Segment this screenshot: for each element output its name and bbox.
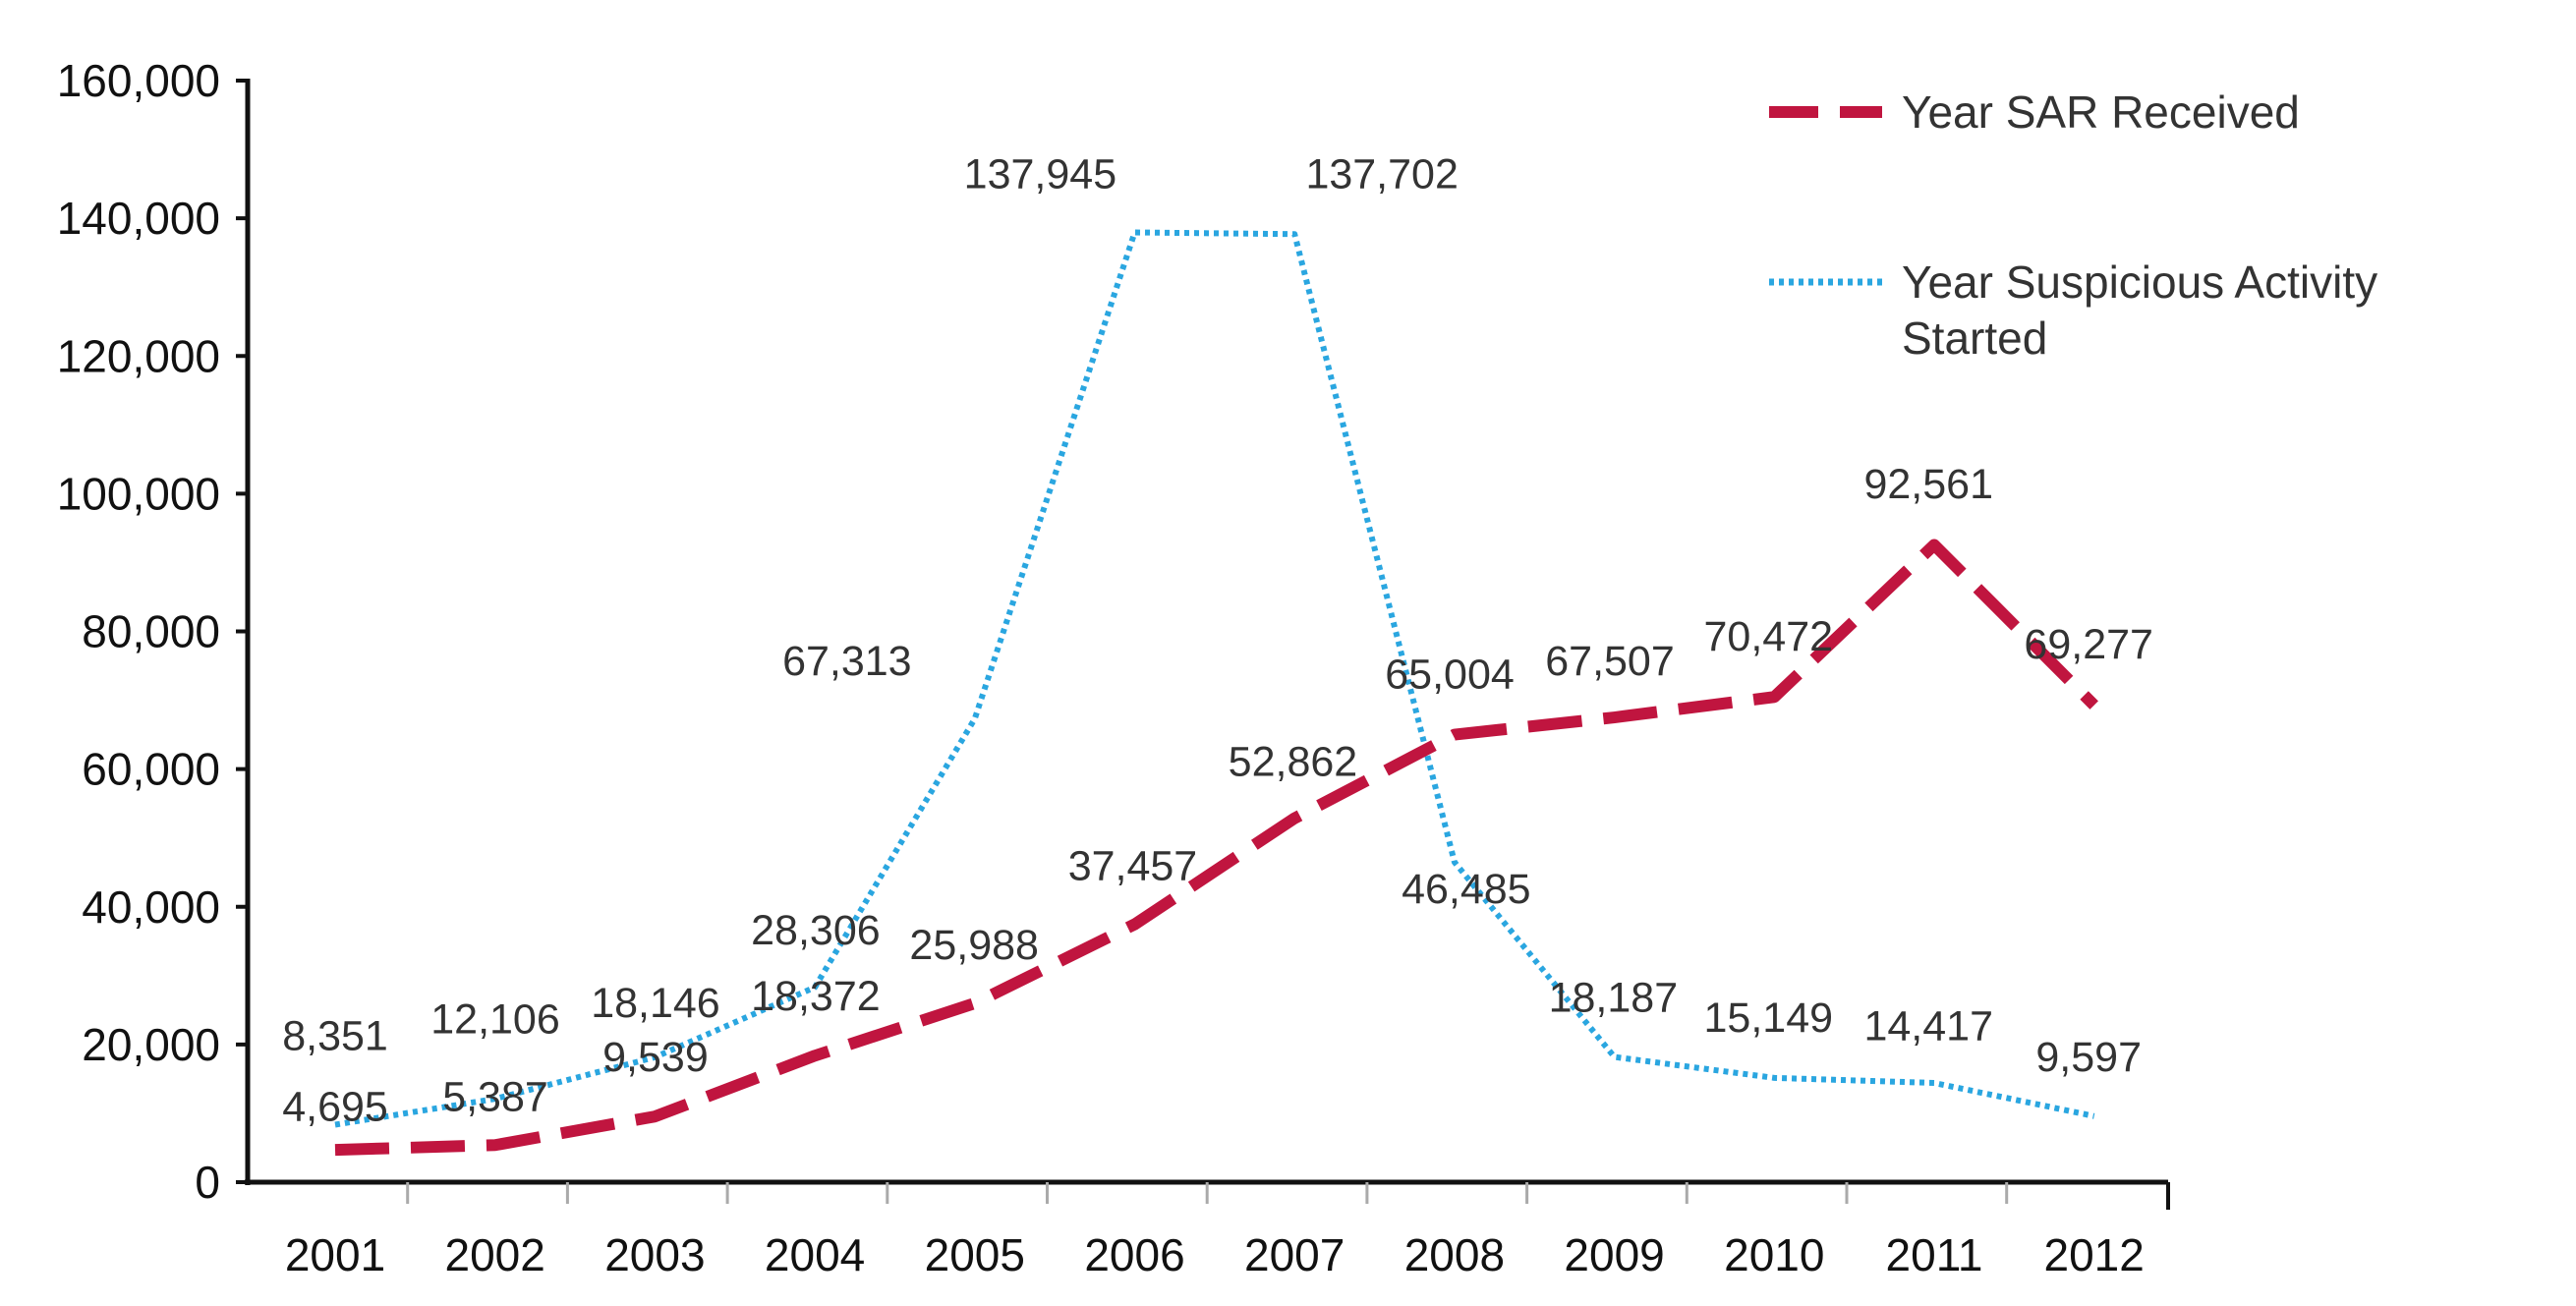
data-label: 67,313 [782, 638, 912, 685]
x-tick-label: 2003 [604, 1229, 705, 1280]
y-tick-label: 0 [195, 1157, 220, 1208]
y-tick-label: 100,000 [57, 468, 220, 519]
x-tick-label: 2010 [1724, 1229, 1824, 1280]
x-tick-label: 2008 [1404, 1229, 1505, 1280]
data-label: 37,457 [1068, 842, 1198, 889]
y-tick-label: 160,000 [57, 55, 220, 106]
y-tick-label: 80,000 [82, 606, 220, 657]
x-tick-label: 2009 [1564, 1229, 1664, 1280]
x-tick-label: 2005 [925, 1229, 1025, 1280]
y-tick-label: 120,000 [57, 330, 220, 381]
data-label: 18,146 [591, 980, 720, 1027]
data-label: 15,149 [1704, 994, 1834, 1042]
legend-label-activity-started-line2: Started [1902, 312, 2047, 364]
data-label: 25,988 [909, 922, 1039, 969]
x-tick-label: 2007 [1244, 1229, 1345, 1280]
data-label: 9,539 [602, 1034, 709, 1081]
data-label: 14,417 [1863, 1002, 1993, 1050]
data-label: 4,695 [282, 1084, 388, 1131]
data-label: 18,187 [1549, 975, 1679, 1022]
x-tick-label: 2002 [445, 1229, 545, 1280]
x-tick-label: 2011 [1886, 1229, 1983, 1280]
data-label: 9,597 [2035, 1034, 2142, 1081]
data-label: 8,351 [282, 1012, 388, 1059]
data-label: 52,862 [1229, 738, 1358, 785]
data-label: 46,485 [1402, 866, 1531, 913]
y-tick-label: 140,000 [57, 193, 220, 244]
y-tick-label: 20,000 [82, 1019, 220, 1070]
data-label: 70,472 [1704, 613, 1834, 660]
data-label: 137,702 [1305, 150, 1458, 198]
legend-label-activity-started-line1: Year Suspicious Activity [1902, 256, 2377, 308]
data-label: 67,507 [1545, 638, 1675, 685]
data-label: 5,387 [442, 1074, 548, 1121]
x-tick-label: 2001 [285, 1229, 385, 1280]
legend-label-sar-received: Year SAR Received [1902, 86, 2300, 138]
data-label: 18,372 [751, 973, 881, 1020]
series-line-activity-started [334, 229, 2095, 1128]
x-tick-label: 2004 [765, 1229, 865, 1280]
data-label: 69,277 [2024, 621, 2153, 668]
data-label: 65,004 [1385, 651, 1515, 698]
legend: Year SAR Received Year Suspicious Activi… [1769, 86, 2377, 364]
y-tick-label: 60,000 [82, 744, 220, 795]
x-tick-label: 2006 [1084, 1229, 1184, 1280]
x-tick-label: 2012 [2044, 1229, 2145, 1280]
data-label: 12,106 [430, 996, 560, 1044]
series-line-sar-received [334, 539, 2098, 1157]
data-label: 28,306 [751, 907, 881, 954]
data-label: 92,561 [1863, 461, 1993, 508]
data-label: 137,945 [964, 150, 1116, 198]
y-tick-label: 40,000 [82, 881, 220, 933]
